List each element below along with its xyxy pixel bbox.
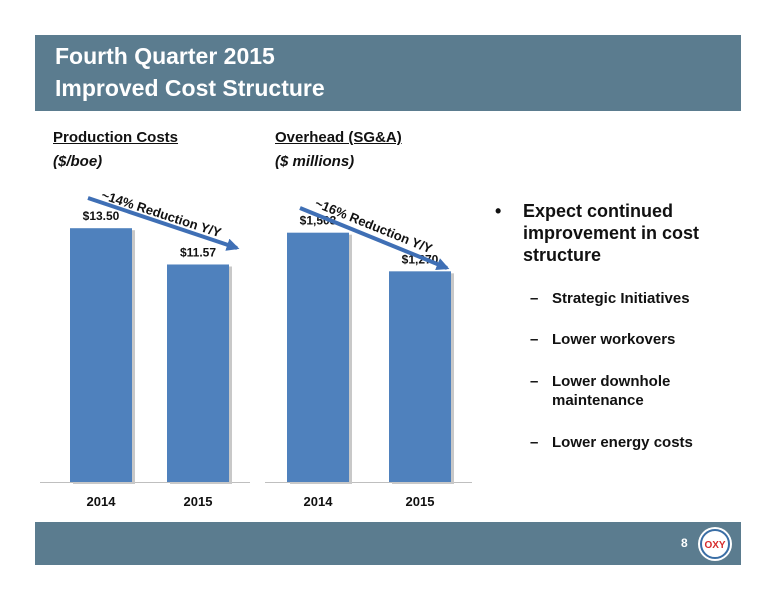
bar-value-label: $11.57 (180, 245, 216, 259)
dash-icon: – (530, 434, 539, 451)
reduction-arrow (87, 196, 240, 251)
chart1-title: Production Costs (53, 129, 179, 146)
slide-title-line2: Improved Cost Structure (55, 75, 325, 101)
bar (70, 228, 132, 482)
slide-title-line1: Fourth Quarter 2015 (55, 43, 275, 69)
bar-value-label: $13.50 (83, 209, 120, 223)
bar (389, 271, 451, 482)
dash-icon: – (530, 331, 539, 348)
x-tick-label: 2015 (406, 494, 435, 509)
title-band: Fourth Quarter 2015 Improved Cost Struct… (35, 35, 741, 111)
sub-bullet-text: Lower workovers (552, 331, 676, 348)
x-tick-label: 2014 (304, 494, 334, 509)
sub-bullet-text: Lower energy costs (552, 434, 693, 451)
oxy-logo-icon: OXY (698, 527, 732, 561)
main-bullet-text: Expect continued improvement in cost str… (523, 201, 700, 265)
svg-text:OXY: OXY (704, 540, 725, 551)
main-bullet: • Expect continued improvement in cost s… (495, 200, 735, 266)
page-number: 8 (681, 536, 688, 550)
x-tick-label: 2015 (184, 494, 213, 509)
bullet-list: • Expect continued improvement in cost s… (495, 200, 735, 266)
dash-icon: – (530, 373, 539, 390)
chart2-subtitle: ($ millions) (275, 153, 355, 170)
chart1-subtitle: ($/boe) (53, 153, 103, 170)
footer-band: 8 OXY (35, 522, 741, 565)
reduction-arrow (299, 206, 450, 271)
chart2-title: Overhead (SG&A) (275, 129, 402, 146)
dash-icon: – (530, 290, 539, 307)
x-tick-label: 2014 (87, 494, 117, 509)
bar (287, 232, 349, 482)
sub-bullet-text: Lower downhole maintenance (552, 373, 671, 409)
bullet-dot-icon: • (495, 201, 502, 221)
bar (167, 264, 229, 482)
sub-bullet-text: Strategic Initiatives (552, 290, 690, 307)
